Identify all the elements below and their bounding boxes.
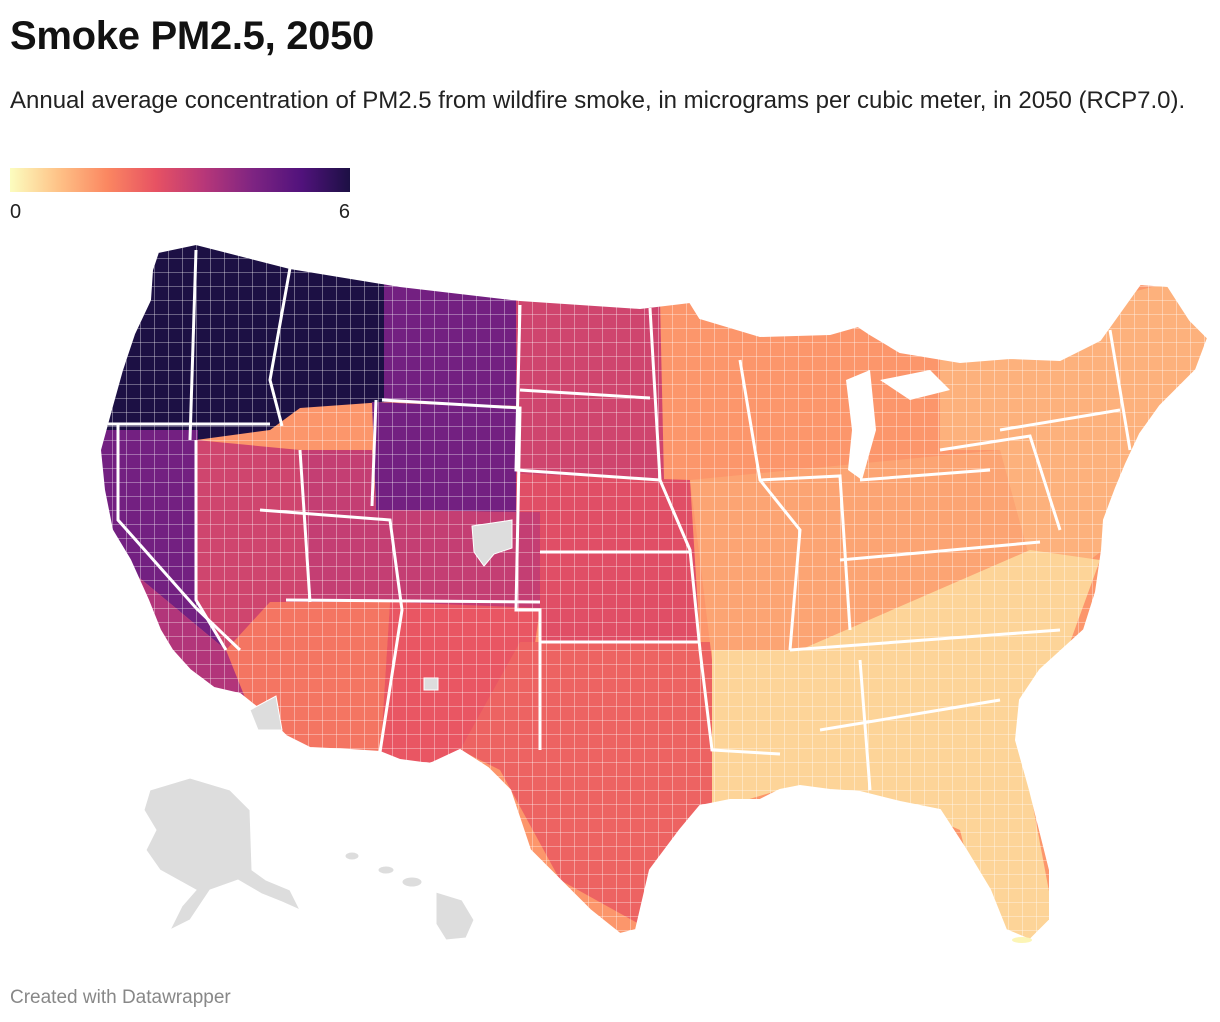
chart-subtitle: Annual average concentration of PM2.5 fr…: [10, 87, 1186, 114]
hawaii-no-data: [344, 851, 475, 941]
choropleth-map: [0, 230, 1220, 970]
color-legend: 0 6: [10, 168, 350, 223]
no-data-arizona: [249, 695, 283, 731]
legend-max-label: 6: [338, 201, 350, 223]
no-data-colorado: [471, 519, 513, 567]
chart-title: Smoke PM2.5, 2050: [10, 14, 375, 58]
state-borders: [108, 249, 1132, 791]
credit-footer: Created with Datawrapper: [10, 987, 231, 1008]
lake-michigan: [846, 370, 876, 480]
us-outline: [98, 242, 1210, 942]
us-county-map: [98, 242, 1210, 943]
no-data-new-mexico: [423, 677, 439, 691]
alaska-no-data: [143, 777, 302, 932]
lake-huron: [880, 370, 950, 400]
legend-min-label: 0: [10, 201, 22, 223]
header: Smoke PM2.5, 2050 Annual average concent…: [10, 8, 1200, 117]
florida-keys: [1012, 937, 1032, 943]
legend-gradient-bar: [10, 168, 350, 192]
